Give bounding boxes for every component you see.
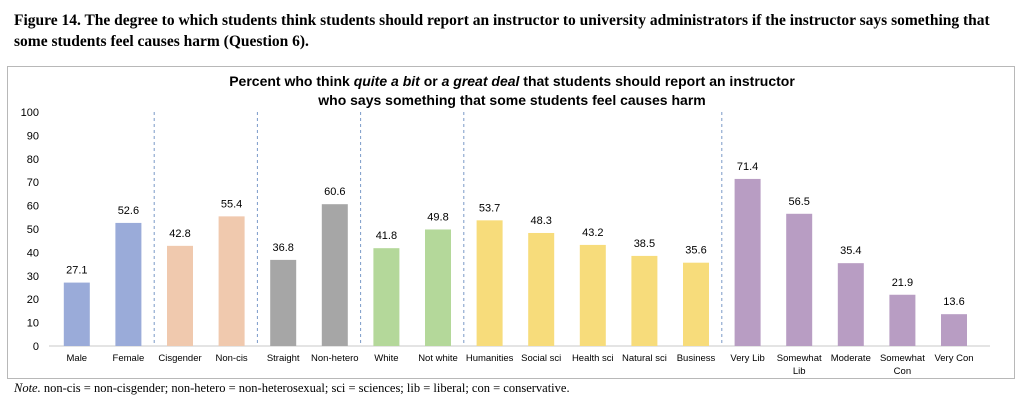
bar-value-label: 52.6 bbox=[118, 205, 139, 217]
note-label: Note. bbox=[14, 381, 41, 395]
bar bbox=[63, 282, 90, 346]
bar-value-label: 35.6 bbox=[685, 245, 706, 257]
y-tick-label: 40 bbox=[27, 247, 39, 259]
y-tick-label: 100 bbox=[21, 107, 39, 119]
bar-value-label: 71.4 bbox=[737, 161, 758, 173]
bar bbox=[115, 222, 142, 346]
chart-title-emphasis: quite a bit bbox=[353, 73, 420, 89]
bar bbox=[889, 294, 916, 346]
chart-title: Percent who think quite a bit or a great… bbox=[0, 72, 1024, 110]
y-tick-label: 60 bbox=[27, 201, 39, 213]
y-tick-label: 80 bbox=[27, 154, 39, 166]
bar-value-label: 36.8 bbox=[272, 242, 293, 254]
x-tick-label: Female bbox=[113, 353, 145, 364]
bar-value-label: 49.8 bbox=[427, 211, 448, 223]
chart-title-line-2: who says something that some students fe… bbox=[318, 92, 706, 108]
bar-value-label: 38.5 bbox=[634, 238, 655, 250]
bar-value-label: 42.8 bbox=[169, 228, 190, 240]
bar-value-label: 21.9 bbox=[892, 277, 913, 289]
bar-value-label: 53.7 bbox=[479, 202, 500, 214]
x-tick-label: Moderate bbox=[831, 353, 871, 364]
x-tick-label: Cisgender bbox=[158, 353, 201, 364]
bar bbox=[631, 255, 658, 346]
y-tick-label: 10 bbox=[27, 318, 39, 330]
x-tick-label: Lib bbox=[793, 366, 806, 377]
bar bbox=[837, 263, 864, 346]
chart-title-text: Percent who think bbox=[229, 73, 354, 89]
bar-value-label: 43.2 bbox=[582, 227, 603, 239]
x-tick-label: Somewhat bbox=[880, 353, 925, 364]
y-tick-label: 0 bbox=[33, 341, 39, 353]
bar bbox=[476, 220, 503, 346]
bar bbox=[425, 229, 451, 346]
bar-value-label: 35.4 bbox=[840, 245, 861, 257]
y-tick-label: 90 bbox=[27, 130, 39, 142]
figure-caption: Figure 14. The degree to which students … bbox=[14, 10, 1014, 52]
y-tick-label: 70 bbox=[27, 177, 39, 189]
bar-value-label: 48.3 bbox=[530, 215, 551, 227]
bar-value-label: 13.6 bbox=[943, 296, 964, 308]
bar-value-label: 41.8 bbox=[376, 230, 397, 242]
y-tick-label: 30 bbox=[27, 271, 39, 283]
bar bbox=[786, 213, 813, 346]
x-tick-label: Somewhat bbox=[777, 353, 822, 364]
bar-value-label: 27.1 bbox=[66, 265, 87, 277]
bar bbox=[373, 248, 400, 346]
bar bbox=[941, 314, 967, 346]
figure-note: Note. non-cis = non-cisgender; non-heter… bbox=[14, 381, 1014, 396]
bar-value-label: 60.6 bbox=[324, 186, 345, 198]
bar bbox=[579, 244, 606, 346]
x-tick-label: Con bbox=[894, 366, 911, 377]
x-tick-label: Non-hetero bbox=[311, 353, 359, 364]
figure-caption-line-1: Figure 14. The degree to which students … bbox=[14, 12, 990, 29]
x-tick-label: Very Con bbox=[934, 353, 973, 364]
chart-title-text: that students should report an instructo… bbox=[519, 73, 795, 89]
bar bbox=[683, 262, 709, 346]
x-tick-label: Humanities bbox=[466, 353, 514, 364]
bar-value-label: 56.5 bbox=[788, 196, 809, 208]
chart-title-line-1: Percent who think quite a bit or a great… bbox=[0, 72, 1024, 91]
note-text: non-cis = non-cisgender; non-hetero = no… bbox=[40, 381, 570, 395]
bar bbox=[321, 204, 348, 346]
chart-title-emphasis: a great deal bbox=[441, 73, 520, 89]
x-tick-label: White bbox=[374, 353, 398, 364]
chart-title-text: or bbox=[419, 73, 442, 89]
x-tick-label: Male bbox=[67, 353, 88, 364]
figure-caption-line-2: some students feel causes harm (Question… bbox=[14, 33, 309, 50]
x-tick-label: Health sci bbox=[572, 353, 614, 364]
x-tick-label: Very Lib bbox=[730, 353, 764, 364]
bar bbox=[528, 232, 555, 346]
x-tick-label: Straight bbox=[267, 353, 300, 364]
bar bbox=[167, 245, 193, 346]
x-tick-label: Non-cis bbox=[215, 353, 247, 364]
x-tick-label: Business bbox=[677, 353, 716, 364]
x-tick-label: Natural sci bbox=[622, 353, 667, 364]
x-tick-label: Social sci bbox=[521, 353, 561, 364]
bar-value-label: 55.4 bbox=[221, 198, 242, 210]
bar bbox=[270, 259, 297, 346]
bar bbox=[734, 178, 761, 346]
x-tick-label: Not white bbox=[418, 353, 458, 364]
y-tick-label: 50 bbox=[27, 224, 39, 236]
y-tick-label: 20 bbox=[27, 294, 39, 306]
bar bbox=[218, 216, 245, 346]
